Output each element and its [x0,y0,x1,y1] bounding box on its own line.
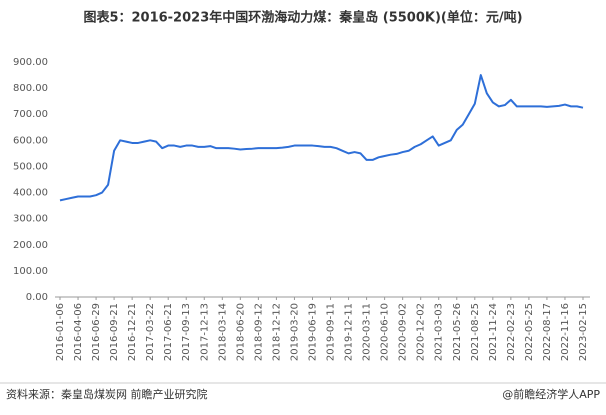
x-tick-label: 2016-04-06 [73,303,84,361]
line-series [59,74,584,202]
y-tick-label: 700.00 [13,109,48,120]
chart-title: 图表5：2016-2023年中国环渤海动力煤：秦皇岛 (5500K)(单位：元/… [83,10,522,26]
x-tick-label: 2018-03-14 [217,303,228,361]
y-tick-label: 200.00 [13,240,48,251]
x-tick-label: 2023-02-15 [578,303,589,361]
x-tick-label: 2016-12-21 [127,303,138,361]
y-tick-label: 500.00 [13,161,48,172]
x-tick-label: 2021-08-25 [470,303,481,361]
x-tick-label: 2016-09-21 [109,303,120,361]
x-tick-label: 2017-12-13 [199,303,210,361]
x-tick-label: 2018-06-20 [235,303,246,361]
x-tick-label: 2021-05-26 [452,303,463,361]
x-tick-label: 2017-06-21 [163,303,174,361]
x-tick-label: 2020-03-11 [362,303,373,361]
x-tick-label: 2019-09-11 [326,303,337,361]
x-tick-label: 2019-06-19 [307,303,318,361]
y-tick-label: 0.00 [26,292,48,303]
x-tick-label: 2020-12-02 [416,303,427,361]
x-tick-label: 2020-09-02 [398,303,409,361]
x-tick-label: 2021-11-24 [488,303,499,361]
x-tick-label: 2016-01-06 [55,303,66,361]
x-tick-label: 2018-12-12 [271,303,282,361]
y-tick-label: 400.00 [13,188,48,199]
x-tick-label: 2022-08-17 [542,303,553,361]
credit: @前瞻经济学人APP [502,387,600,401]
source: 资料来源：秦皇岛煤炭网 前瞻产业研究院 [6,387,208,401]
y-tick-label: 100.00 [13,266,48,277]
x-tick-label: 2022-11-16 [560,303,571,361]
x-tick-label: 2019-12-11 [344,303,355,361]
x-tick-label: 2016-06-29 [91,303,102,361]
x-tick-label: 2019-03-20 [289,303,300,361]
x-tick-label: 2017-03-22 [145,303,156,361]
x-tick-label: 2020-06-10 [380,303,391,361]
x-tick-label: 2021-03-03 [434,303,445,361]
y-tick-label: 600.00 [13,135,48,146]
y-tick-label: 800.00 [13,83,48,94]
y-tick-label: 300.00 [13,214,48,225]
x-tick-label: 2017-09-13 [181,303,192,361]
x-tick-label: 2022-02-23 [506,303,517,361]
y-tick-label: 900.00 [13,57,48,68]
x-tick-label: 2022-05-25 [524,303,535,361]
x-tick-label: 2018-09-12 [253,303,264,361]
